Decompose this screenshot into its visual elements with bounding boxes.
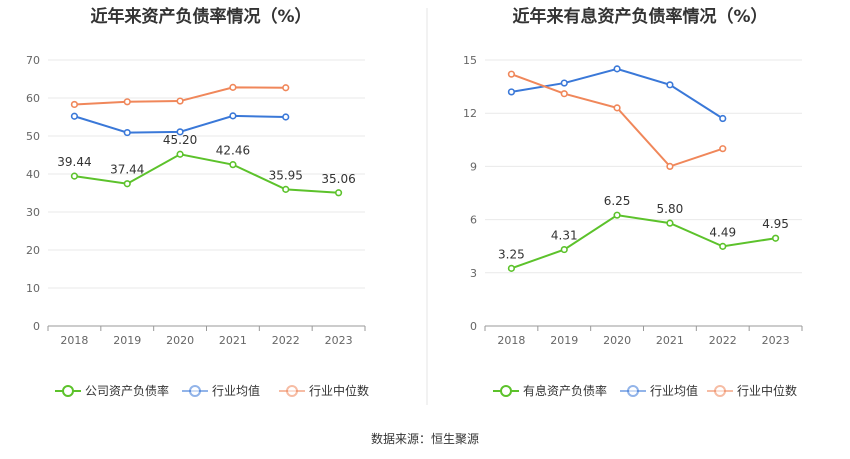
data-point bbox=[282, 113, 290, 121]
data-point bbox=[613, 65, 621, 73]
legend-swatch-marker bbox=[500, 385, 512, 397]
chart-title: 近年来有息资产负债率情况（%） bbox=[512, 6, 767, 27]
data-point bbox=[560, 245, 568, 254]
data-point bbox=[282, 185, 290, 193]
legend-item: 公司资产负债率 bbox=[55, 383, 169, 398]
x-tick-label: 2021 bbox=[219, 334, 247, 347]
data-label: 42.46 bbox=[216, 144, 250, 158]
legend-item: 行业均值 bbox=[182, 383, 260, 398]
data-point bbox=[229, 112, 237, 120]
x-tick-label: 2021 bbox=[656, 334, 684, 347]
legend-label: 行业中位数 bbox=[737, 383, 797, 398]
legend-item: 行业均值 bbox=[620, 383, 698, 398]
data-source: 数据来源：恒生聚源 bbox=[371, 431, 479, 446]
y-tick-label: 15 bbox=[463, 54, 477, 67]
x-tick-label: 2019 bbox=[113, 334, 141, 347]
chart-panel-debt-ratio: 近年来资产负债率情况（%） 0 10 20 30 40 50 60 70 2018 2019 202… bbox=[26, 6, 369, 398]
data-label: 4.95 bbox=[762, 217, 789, 231]
data-point bbox=[560, 79, 568, 87]
data-label: 3.25 bbox=[498, 247, 525, 261]
data-label: 4.49 bbox=[709, 225, 736, 239]
data-point bbox=[229, 161, 237, 169]
legend-item: 行业中位数 bbox=[707, 383, 797, 398]
legend-swatch-marker bbox=[627, 385, 639, 397]
data-point bbox=[123, 128, 131, 137]
x-tick-label: 2019 bbox=[550, 334, 578, 347]
y-tick-label: 50 bbox=[26, 130, 40, 143]
y-tick-label: 0 bbox=[470, 320, 477, 333]
data-point bbox=[176, 150, 184, 158]
data-point bbox=[176, 97, 184, 105]
data-point bbox=[613, 104, 621, 112]
y-tick-label: 60 bbox=[26, 92, 40, 105]
x-tick-label: 2018 bbox=[497, 334, 525, 347]
data-label: 37.44 bbox=[110, 163, 144, 177]
data-point bbox=[666, 81, 674, 89]
data-point bbox=[719, 114, 727, 123]
data-point bbox=[123, 98, 131, 106]
data-point bbox=[507, 70, 516, 78]
legend-item: 行业中位数 bbox=[279, 383, 369, 398]
legend-label: 有息资产负债率 bbox=[523, 383, 607, 398]
y-tick-label: 40 bbox=[26, 168, 40, 181]
legend-label: 行业中位数 bbox=[309, 383, 369, 398]
data-point bbox=[229, 83, 237, 91]
y-tick-label: 12 bbox=[463, 107, 477, 120]
x-tick-label: 2023 bbox=[325, 334, 353, 347]
legend-swatch-marker bbox=[189, 385, 201, 397]
x-tick-label: 2018 bbox=[60, 334, 88, 347]
y-tick-label: 6 bbox=[470, 214, 477, 227]
series-line-2 bbox=[511, 73, 724, 168]
x-tick-label: 2023 bbox=[762, 334, 790, 347]
y-tick-label: 10 bbox=[26, 282, 40, 295]
data-label: 35.06 bbox=[321, 172, 355, 186]
legend-label: 行业均值 bbox=[650, 383, 698, 398]
data-point bbox=[613, 211, 621, 219]
data-point bbox=[282, 84, 290, 92]
y-tick-label: 9 bbox=[470, 160, 477, 173]
data-label: 4.31 bbox=[551, 229, 578, 243]
data-point bbox=[70, 172, 79, 180]
data-point bbox=[666, 219, 674, 227]
y-tick-label: 20 bbox=[26, 244, 40, 257]
data-label: 5.80 bbox=[657, 202, 684, 216]
data-label: 35.95 bbox=[269, 168, 303, 182]
chart-title: 近年来资产负债率情况（%） bbox=[90, 6, 311, 27]
y-tick-label: 0 bbox=[33, 320, 40, 333]
series-line-0 bbox=[511, 214, 776, 270]
legend-label: 行业均值 bbox=[212, 383, 260, 398]
data-label: 45.20 bbox=[163, 133, 197, 147]
x-tick-label: 2022 bbox=[709, 334, 737, 347]
data-point bbox=[719, 145, 727, 153]
data-point bbox=[560, 90, 568, 98]
data-point bbox=[70, 100, 79, 109]
data-point bbox=[176, 128, 184, 136]
data-point bbox=[334, 189, 343, 197]
y-tick-label: 30 bbox=[26, 206, 40, 219]
legend-swatch-marker bbox=[286, 385, 298, 397]
data-point bbox=[70, 112, 79, 120]
data-label: 39.44 bbox=[57, 155, 91, 169]
series-line-0 bbox=[74, 153, 339, 194]
data-point bbox=[666, 162, 674, 170]
y-tick-label: 3 bbox=[470, 267, 477, 280]
data-point bbox=[771, 234, 780, 242]
data-point bbox=[507, 88, 516, 96]
chart-panel-interest-debt-ratio: 近年来有息资产负债率情况（%） 0 3 6 9 12 15 2018 2019 2020 2021… bbox=[463, 6, 803, 398]
legend-swatch-marker bbox=[62, 385, 74, 397]
data-label: 6.25 bbox=[604, 194, 631, 208]
legend-label: 公司资产负债率 bbox=[85, 383, 169, 398]
x-tick-label: 2020 bbox=[166, 334, 194, 347]
data-point bbox=[719, 242, 727, 250]
y-tick-label: 70 bbox=[26, 54, 40, 67]
legend-item: 有息资产负债率 bbox=[493, 383, 607, 398]
legend-swatch-marker bbox=[714, 385, 726, 397]
x-tick-label: 2022 bbox=[272, 334, 300, 347]
data-point bbox=[507, 264, 516, 272]
x-tick-label: 2020 bbox=[603, 334, 631, 347]
data-point bbox=[123, 180, 131, 188]
